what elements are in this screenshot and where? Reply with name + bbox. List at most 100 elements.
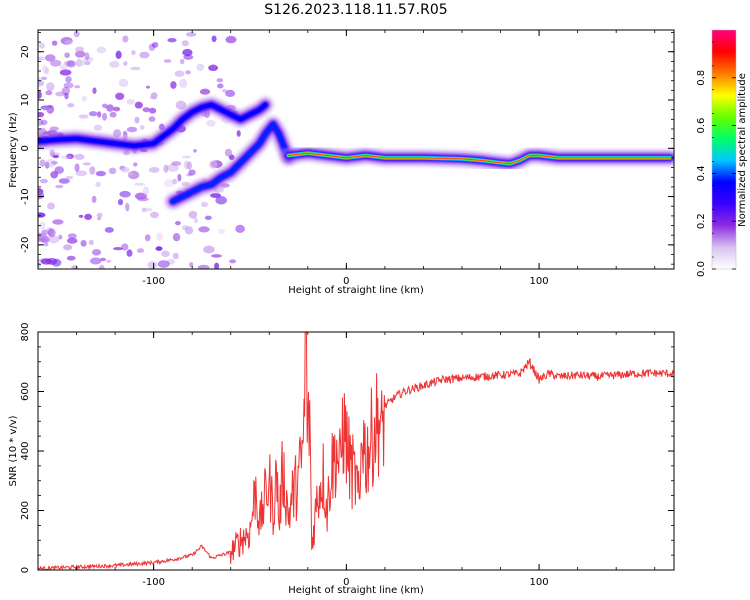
noise-speckle — [49, 149, 55, 158]
noise-speckle — [40, 106, 52, 112]
noise-speckle — [40, 76, 48, 81]
noise-speckle — [106, 259, 112, 263]
noise-speckle — [92, 87, 97, 94]
noise-speckle — [120, 167, 130, 173]
noise-speckle — [38, 212, 46, 218]
noise-speckle — [93, 124, 103, 131]
noise-speckle — [45, 90, 53, 96]
noise-speckle — [142, 107, 151, 113]
noise-speckle — [102, 103, 108, 109]
noise-speckle — [95, 181, 101, 188]
noise-speckle — [147, 261, 158, 269]
noise-speckle — [73, 30, 80, 38]
noise-speckle — [75, 58, 83, 68]
noise-speckle — [222, 89, 227, 93]
noise-speckle — [38, 79, 45, 87]
noise-speckle — [185, 70, 192, 75]
noise-speckle — [48, 235, 60, 244]
noise-speckle — [156, 232, 164, 241]
noise-speckle — [225, 35, 237, 44]
noise-speckle — [45, 158, 56, 168]
noise-speckle — [112, 106, 121, 112]
noise-speckle — [38, 90, 42, 99]
noise-speckle — [235, 224, 245, 233]
noise-speckle — [172, 252, 179, 260]
noise-speckle — [126, 249, 133, 257]
noise-speckle — [142, 186, 150, 196]
noise-speckle — [98, 264, 105, 269]
noise-speckle — [52, 219, 64, 225]
noise-speckle — [40, 258, 53, 265]
noise-speckle — [67, 103, 75, 108]
noise-speckle — [127, 171, 133, 176]
noise-speckle — [38, 57, 47, 60]
noise-speckle — [83, 56, 94, 63]
noise-speckle — [65, 175, 74, 180]
noise-speckle — [113, 247, 123, 251]
noise-speckle — [209, 160, 218, 169]
noise-speckle — [95, 170, 107, 177]
ridge-stable-band — [287, 152, 671, 165]
noise-speckle — [65, 76, 72, 83]
colorbar-tick-label: 0.0 — [696, 261, 707, 277]
noise-speckle — [49, 126, 59, 131]
noise-speckle — [58, 234, 63, 240]
spectrogram-x-axis-label: Height of straight line (km) — [288, 285, 424, 296]
noise-speckle — [229, 259, 237, 264]
noise-speckle-layer — [38, 30, 245, 269]
y-tick-label: -20 — [20, 237, 31, 253]
noise-speckle — [63, 244, 73, 251]
noise-speckle — [175, 100, 187, 110]
ridge-descending-band — [172, 123, 290, 202]
noise-speckle — [64, 52, 70, 58]
noise-speckle — [146, 85, 150, 89]
noise-speckle — [50, 152, 61, 156]
ridge-layer — [38, 96, 674, 210]
noise-speckle — [64, 40, 73, 45]
y-tick-label: 10 — [20, 94, 31, 107]
noise-speckle — [100, 257, 106, 262]
noise-speckle — [67, 233, 77, 240]
noise-speckle — [140, 125, 145, 130]
colorbar-tick-label: 0.6 — [696, 118, 707, 134]
noise-speckle — [55, 184, 64, 189]
noise-speckle — [61, 86, 71, 95]
noise-speckle — [214, 262, 220, 269]
snr-panel: -100 0 100 0 200 400 600 800 Height of straight… — [8, 322, 675, 596]
noise-speckle — [163, 179, 174, 188]
noise-speckle — [47, 202, 55, 210]
noise-speckle — [39, 178, 48, 184]
noise-speckle — [66, 153, 74, 159]
noise-speckle — [186, 173, 192, 177]
noise-speckle — [163, 164, 169, 173]
noise-speckle — [44, 54, 56, 62]
noise-speckle — [163, 59, 172, 63]
y-tick-label: 800 — [20, 322, 31, 341]
noise-speckle — [172, 233, 181, 242]
colorbar-ticks: 0.0 0.2 0.4 0.6 0.8 — [696, 41, 736, 277]
noise-speckle — [59, 69, 72, 76]
noise-speckle — [51, 40, 58, 46]
noise-speckle — [148, 116, 156, 122]
noise-speckle — [54, 166, 64, 174]
noise-speckle — [197, 264, 210, 269]
x-tick-label: 0 — [343, 276, 349, 287]
noise-speckle — [47, 228, 56, 238]
noise-speckle — [75, 170, 88, 177]
noise-speckle — [210, 193, 221, 198]
noise-speckle — [63, 60, 75, 66]
noise-speckle — [167, 38, 177, 43]
noise-speckle — [60, 154, 72, 160]
noise-speckle — [150, 211, 159, 219]
snr-plot-area — [38, 332, 674, 570]
noise-speckle — [38, 191, 45, 200]
noise-speckle — [51, 161, 58, 165]
noise-speckle — [166, 164, 179, 172]
noise-speckle — [182, 48, 193, 57]
noise-speckle — [52, 154, 60, 159]
noise-speckle — [236, 130, 241, 137]
noise-speckle — [123, 61, 128, 66]
noise-speckle — [134, 116, 140, 124]
